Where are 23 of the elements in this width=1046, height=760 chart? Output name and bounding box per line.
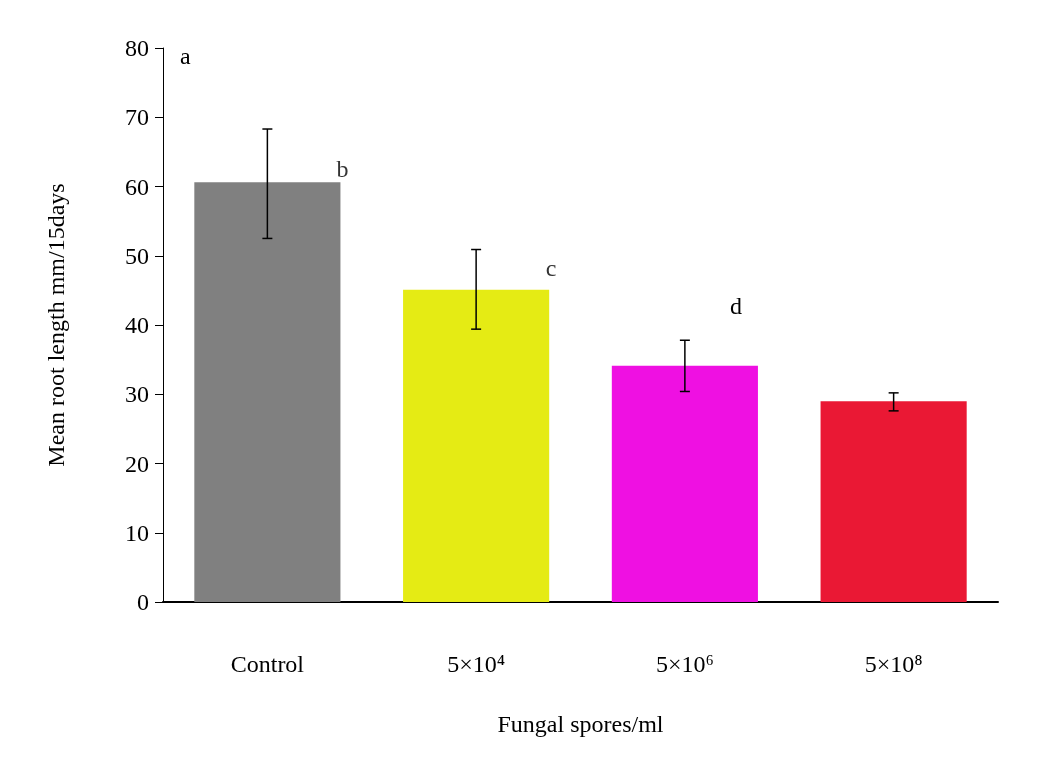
- annotation: b: [336, 156, 349, 183]
- y-tick-label: 50: [125, 242, 149, 269]
- x-tick-label: Control: [230, 651, 305, 677]
- annotation: a: [180, 43, 191, 69]
- y-tick-label: 70: [125, 104, 149, 131]
- bar: [194, 182, 341, 602]
- x-tick-label: 5×10⁴: [447, 651, 506, 677]
- y-tick-label: 0: [137, 589, 149, 615]
- y-tick-label: 40: [125, 312, 149, 338]
- y-tick-label: 10: [125, 519, 149, 546]
- y-tick-label: 20: [125, 450, 149, 477]
- bar: [611, 365, 758, 602]
- x-axis-title: Fungal spores/ml: [497, 711, 664, 737]
- y-tick-label: 30: [125, 381, 149, 408]
- annotation: d: [730, 293, 742, 319]
- bar: [403, 289, 550, 602]
- bar: [820, 401, 967, 602]
- y-tick-label: 80: [125, 35, 149, 61]
- y-axis-title: Mean root length mm/15days: [43, 183, 69, 467]
- y-tick-label: 60: [125, 173, 149, 200]
- annotation: c: [545, 255, 557, 282]
- x-tick-label: 5×10⁸: [864, 651, 923, 677]
- x-tick-label: 5×10⁶: [655, 651, 714, 677]
